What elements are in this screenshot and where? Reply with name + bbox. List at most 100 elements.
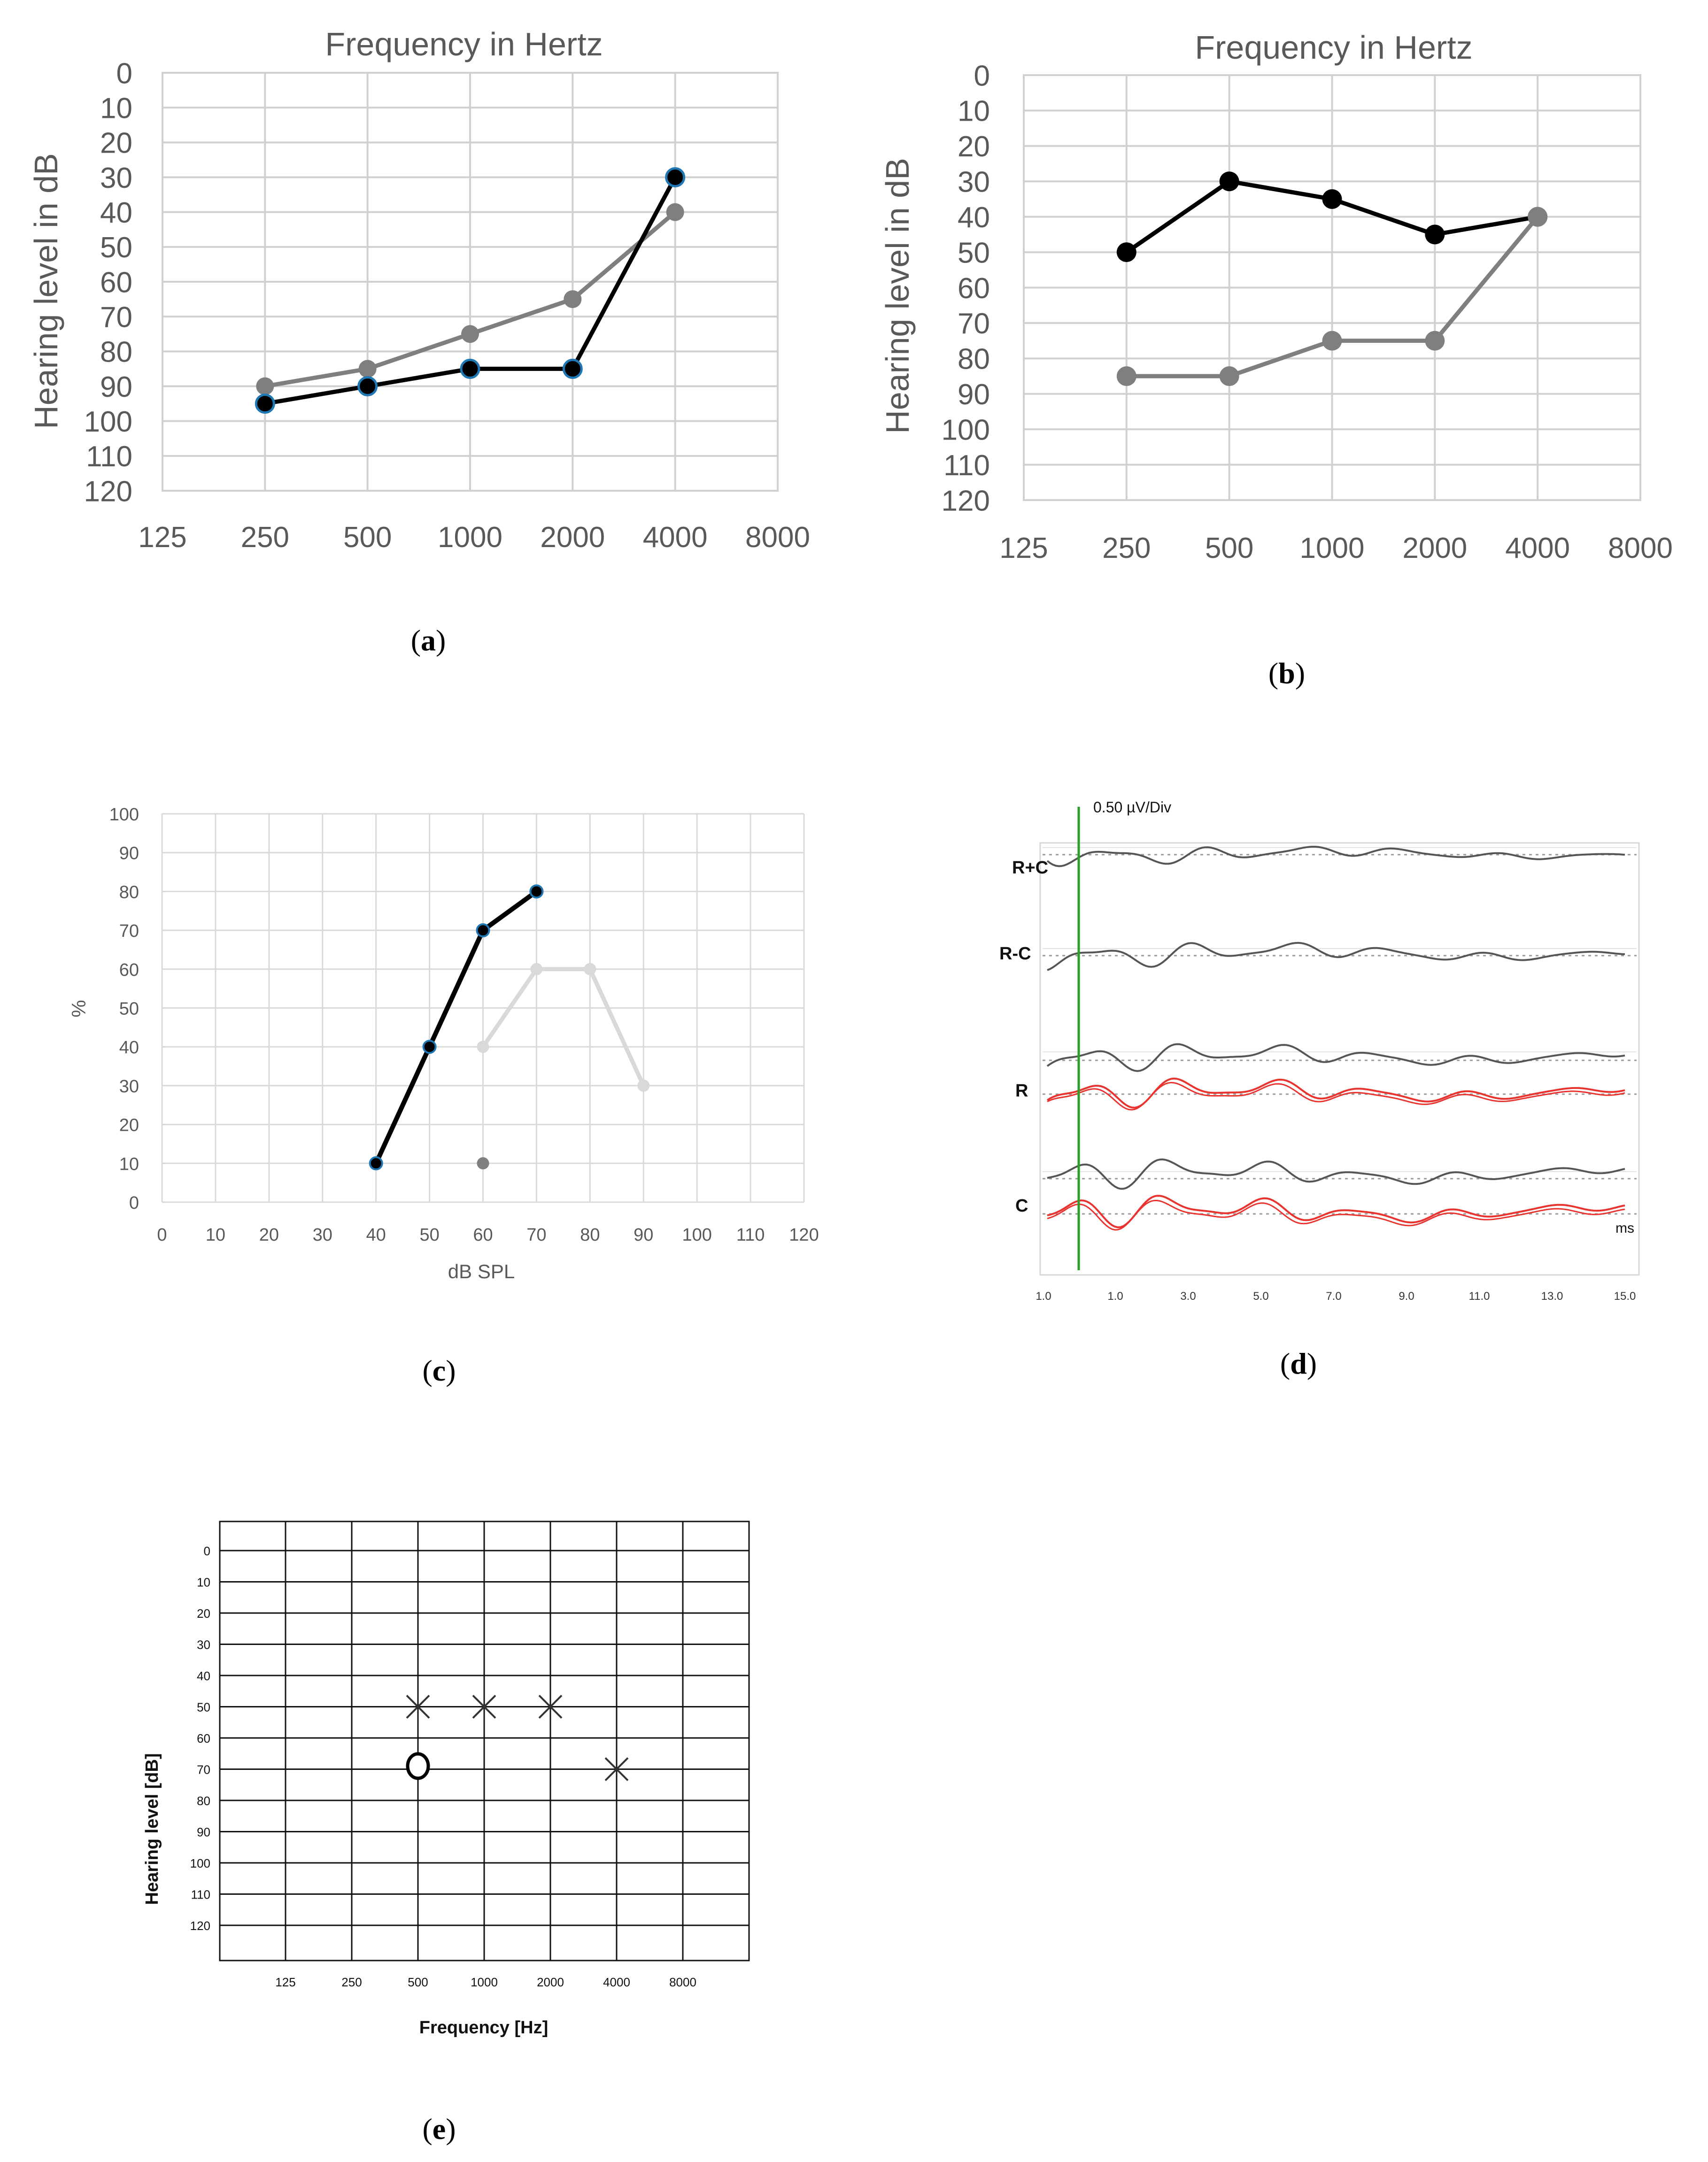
panel-c-caption-letter: c [433, 1354, 446, 1387]
x-tick-label: 90 [634, 1225, 653, 1245]
panel-b-series [1116, 171, 1548, 386]
panel-d-baselines [1043, 847, 1637, 1215]
x-tick-label: 500 [408, 1975, 428, 1989]
trace-c-gray [1047, 1158, 1625, 1190]
data-point-dark-gray-point [477, 1157, 489, 1170]
trace-r-red-2 [1047, 1081, 1625, 1111]
panel-a-audiogram: Frequency in Hertz Hearing level in dB 0… [28, 26, 810, 657]
x-tick-label: 8000 [745, 521, 810, 554]
x-tick-label: 110 [736, 1225, 765, 1245]
trace-c-red-2 [1047, 1200, 1625, 1231]
data-point-black [369, 1156, 383, 1171]
panel-e-series [406, 1695, 629, 1781]
panel-b-title: Frequency in Hertz [1195, 29, 1472, 66]
y-tick-label: 80 [958, 343, 990, 376]
data-point-black [1116, 242, 1136, 263]
data-point-light-gray [477, 1041, 489, 1053]
x-tick-label: 60 [473, 1225, 493, 1245]
y-tick-label: 90 [100, 371, 132, 403]
x-marker-point [604, 1757, 629, 1781]
x-tick-label: 1000 [1300, 532, 1365, 564]
panel-b-caption: (b) [1268, 656, 1305, 690]
trace-r-minus-c [1047, 942, 1625, 971]
y-tick-label: 40 [958, 201, 990, 234]
trace-r-plus-c [1046, 846, 1625, 867]
x-tick-label: 8000 [1608, 532, 1673, 564]
y-tick-label: 0 [129, 1193, 139, 1213]
x-tick-label: 125 [999, 532, 1048, 564]
panel-d-scale-label: 0.50 µV/Div [1093, 799, 1171, 816]
x-tick-label: 120 [789, 1225, 819, 1245]
data-point-gray [1219, 366, 1239, 386]
panel-e-ylabel: Hearing level [dB] [142, 1753, 162, 1905]
data-point-black [1322, 189, 1342, 209]
panel-c-y-ticks: 0 10 20 30 40 50 60 70 80 90 100 [109, 805, 139, 1213]
y-tick-label: 100 [942, 414, 990, 446]
panel-a-caption-letter: a [421, 624, 436, 657]
panel-d-label-rc-diff: R-C [999, 944, 1031, 964]
panel-c-xlabel: dB SPL [448, 1260, 515, 1282]
data-point-gray [358, 360, 377, 378]
x-marker-point [406, 1695, 430, 1719]
y-tick-label: 110 [86, 440, 132, 473]
panel-a-ylabel: Hearing level in dB [28, 153, 64, 429]
x-tick-label: 250 [241, 521, 289, 554]
x-tick-label: 5.0 [1253, 1290, 1268, 1303]
x-tick-label: 1000 [471, 1975, 498, 1989]
panel-e-y-ticks: 0 10 20 30 40 50 60 70 80 90 100 110 120 [190, 1544, 210, 1933]
x-tick-label: 13.0 [1541, 1290, 1563, 1303]
x-tick-label: 125 [275, 1975, 295, 1989]
x-tick-label: 500 [343, 521, 392, 554]
data-point-gray [564, 290, 582, 309]
data-point-black [460, 358, 480, 379]
x-tick-label: 250 [341, 1975, 362, 1989]
y-tick-label: 50 [197, 1700, 210, 1714]
data-point-black [529, 884, 544, 899]
y-tick-label: 20 [119, 1116, 139, 1135]
x-tick-label: 2000 [537, 1975, 564, 1989]
data-point-black [1219, 171, 1239, 192]
y-tick-label: 40 [119, 1038, 139, 1058]
panel-e-x-ticks: 125 250 500 1000 2000 4000 8000 [275, 1975, 696, 1989]
y-tick-label: 70 [100, 301, 132, 333]
y-tick-label: 10 [958, 95, 990, 128]
y-tick-label: 100 [84, 406, 132, 438]
y-tick-label: 120 [942, 485, 990, 517]
y-tick-label: 20 [958, 131, 990, 163]
panel-e-xlabel: Frequency [Hz] [419, 2018, 548, 2038]
x-tick-label: 100 [682, 1225, 711, 1245]
series-line-black [374, 889, 538, 1165]
x-tick-label: 3.0 [1180, 1290, 1196, 1303]
y-tick-label: 90 [958, 378, 990, 411]
panel-d-caption-letter: d [1290, 1347, 1307, 1380]
y-tick-label: 110 [943, 449, 990, 482]
y-tick-label: 30 [197, 1638, 210, 1652]
y-tick-label: 80 [197, 1794, 210, 1808]
plot-frame [1023, 74, 1641, 501]
panel-a-caption: (a) [411, 624, 446, 657]
y-tick-label: 60 [100, 266, 132, 299]
panel-c-caption: (c) [422, 1354, 456, 1387]
panel-b-audiogram: Frequency in Hertz Hearing level in dB 0… [879, 29, 1673, 690]
data-point-gray [1322, 331, 1342, 351]
x-tick-label: 8000 [669, 1975, 696, 1989]
y-tick-label: 80 [119, 882, 139, 902]
y-tick-label: 10 [119, 1154, 139, 1174]
x-tick-label: 2000 [540, 521, 605, 554]
panel-c-series [369, 884, 650, 1171]
x-tick-label: 40 [366, 1225, 386, 1245]
y-tick-label: 120 [190, 1919, 210, 1933]
panel-d-x-ticks: 1.0 1.0 3.0 5.0 7.0 9.0 11.0 13.0 15.0 [1036, 1290, 1636, 1303]
y-tick-label: 70 [119, 921, 139, 941]
data-point-gray [256, 377, 274, 395]
y-tick-label: 70 [958, 308, 990, 340]
panel-d-label-r: R [1015, 1081, 1028, 1101]
x-tick-label: 9.0 [1399, 1290, 1414, 1303]
data-point-black [255, 394, 275, 414]
panel-d-abr-traces: 0.50 µV/Div R+C R-C R C ms 1.0 1.0 3.0 5.0 7… [999, 799, 1640, 1380]
x-tick-label: 4000 [1505, 532, 1570, 564]
y-tick-label: 40 [197, 1669, 210, 1683]
y-tick-label: 110 [191, 1888, 210, 1902]
